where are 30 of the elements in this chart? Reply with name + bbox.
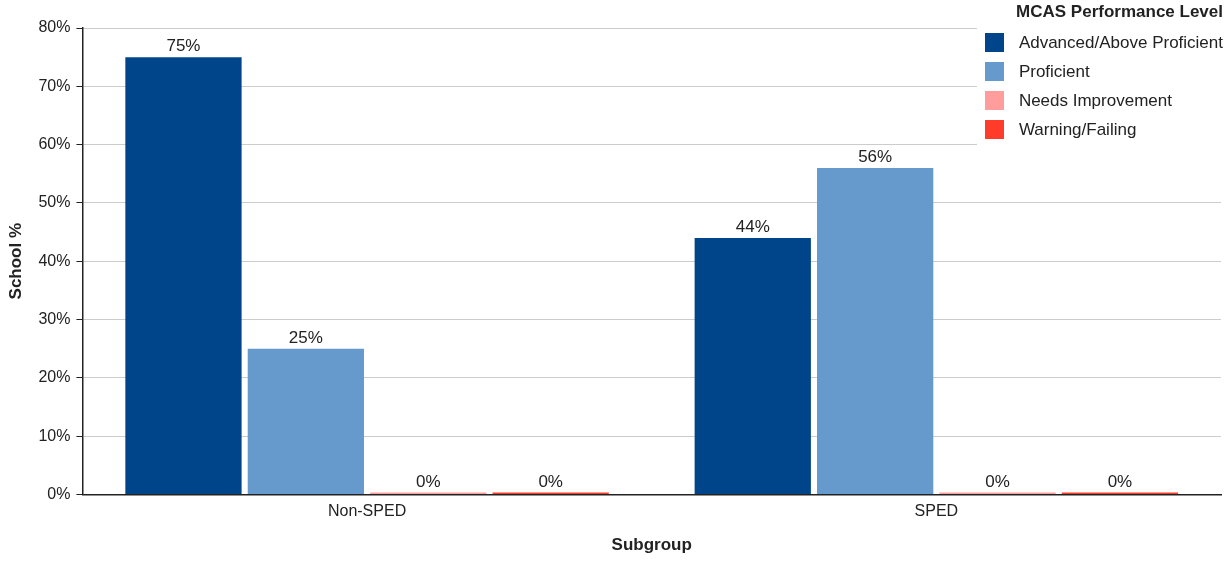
bar [694,237,811,494]
x-tick-label: Non-SPED [327,502,407,520]
y-tick-label: 10% [38,426,71,444]
legend-title: MCAS Performance Level [1015,2,1223,22]
data-label: 25% [288,327,323,347]
x-tick-label: SPED [914,502,959,520]
data-label: 44% [735,217,770,237]
data-label: 0% [538,471,563,491]
y-tick-label: 50% [38,193,71,211]
data-label: 0% [1107,471,1133,491]
legend-label: Warning/Failing [1018,119,1137,140]
legend-label: Advanced/Above Proficient [1018,32,1223,53]
y-tick-label: 80% [38,18,71,36]
x-axis-title: Subgroup [611,535,692,555]
legend-label: Proficient [1018,61,1090,82]
y-tick-label: 70% [38,76,71,94]
data-label: 0% [415,471,441,491]
legend-label: Needs Improvement [1018,90,1172,111]
data-label: 75% [166,36,201,56]
data-label: 0% [985,471,1010,491]
y-tick-label: 20% [38,368,71,386]
y-tick-label: 40% [38,251,71,269]
y-tick-label: 0% [47,484,71,502]
bar [247,348,365,494]
bar [125,57,242,494]
bar [817,167,934,494]
y-axis-title: School % [5,222,25,300]
y-tick-label: 60% [38,135,71,153]
data-label: 56% [858,147,893,167]
y-tick-label: 30% [38,309,71,327]
